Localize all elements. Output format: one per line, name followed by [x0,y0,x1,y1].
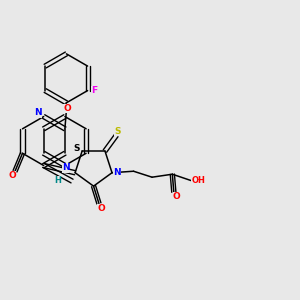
Text: F: F [91,86,97,95]
Text: N: N [114,168,121,177]
Text: O: O [98,204,105,213]
Text: N: N [34,109,42,118]
Text: S: S [115,127,121,136]
Text: OH: OH [191,176,205,185]
Text: O: O [63,104,71,113]
Text: H: H [54,176,61,185]
Text: O: O [173,192,181,201]
Text: N: N [62,164,69,172]
Text: O: O [8,172,16,181]
Text: S: S [74,144,80,153]
